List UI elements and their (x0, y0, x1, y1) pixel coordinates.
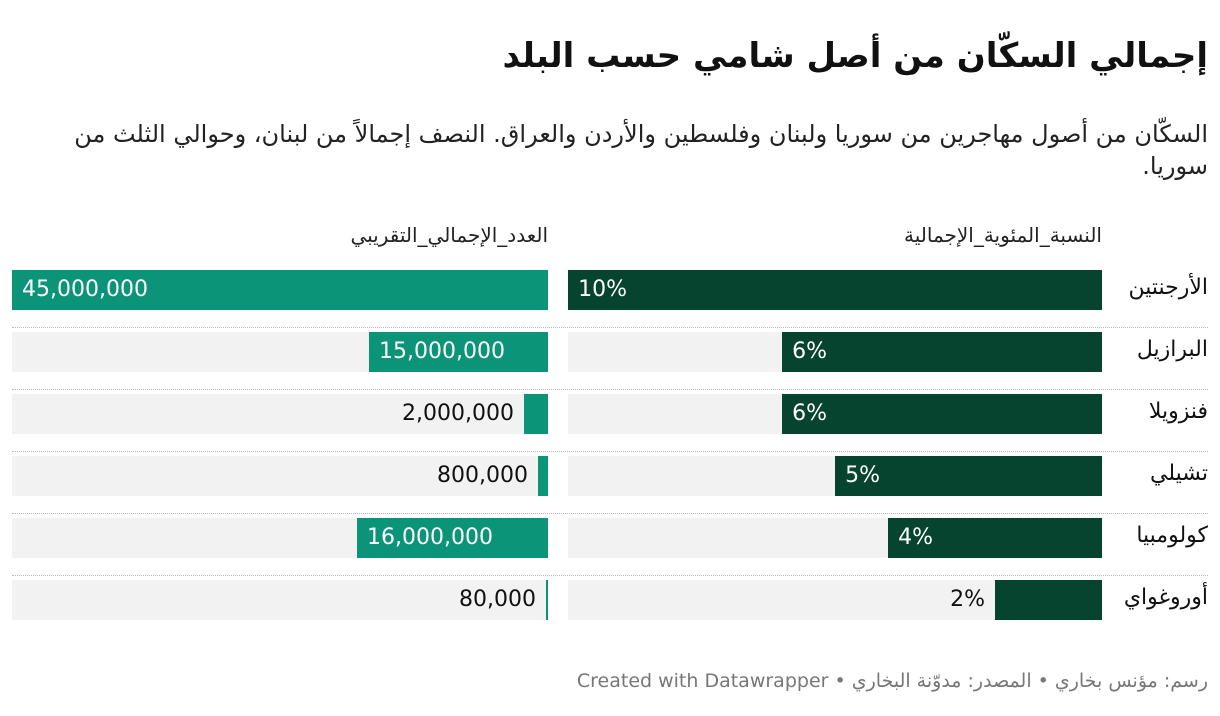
percent-bar (568, 270, 1102, 310)
percent-bar-track: 6% (568, 394, 1102, 434)
percent-value-label: 6% (792, 339, 827, 364)
count-bar (12, 270, 548, 310)
percent-bar (888, 518, 1102, 558)
percent-value-label: 4% (898, 525, 933, 550)
column-header-percent: النسبة_المئوية_الإجمالية (904, 223, 1102, 247)
table-row: تشيلي 5% 800,000 (12, 452, 1208, 514)
row-divider (12, 575, 1208, 576)
count-bar-track: 80,000 (12, 580, 548, 620)
row-divider (12, 389, 1208, 390)
country-label: أوروغواي (1123, 585, 1208, 610)
count-bar-track: 16,000,000 (12, 518, 548, 558)
country-label: البرازيل (1136, 337, 1208, 362)
count-bar (357, 518, 548, 558)
count-value-label: 2,000,000 (402, 401, 514, 426)
chart-subtitle: السكّان من أصول مهاجرين من سوريا ولبنان … (74, 120, 1208, 180)
percent-bar-track: 2% (568, 580, 1102, 620)
row-divider (12, 451, 1208, 452)
count-value-label: 80,000 (459, 587, 536, 612)
percent-value-label: 2% (950, 587, 985, 612)
country-label: تشيلي (1149, 461, 1208, 486)
count-bar-track: 15,000,000 (12, 332, 548, 372)
percent-value-label: 6% (792, 401, 827, 426)
count-bar-track: 2,000,000 (12, 394, 548, 434)
percent-bar (782, 394, 1102, 434)
percent-bar (835, 456, 1102, 496)
percent-bar (782, 332, 1102, 372)
country-label: الأرجنتين (1128, 275, 1208, 300)
chart-footer: رسم: مؤنس بخاري • المصدر: مدوّنة البخاري… (576, 670, 1208, 692)
percent-bar-track: 10% (568, 270, 1102, 310)
chart-title: إجمالي السكّان من أصل شامي حسب البلد (502, 36, 1208, 76)
count-bar (524, 394, 548, 434)
count-bar-track: 45,000,000 (12, 270, 548, 310)
table-row: البرازيل 6% 15,000,000 (12, 328, 1208, 390)
column-header-count: العدد_الإجمالي_التقريبي (350, 223, 548, 247)
percent-bar-track: 4% (568, 518, 1102, 558)
row-divider (12, 513, 1208, 514)
count-bar (369, 332, 548, 372)
country-label: كولومبيا (1136, 523, 1208, 548)
percent-bar (995, 580, 1102, 620)
table-row: أوروغواي 2% 80,000 (12, 576, 1208, 638)
percent-bar-track: 5% (568, 456, 1102, 496)
country-label: فنزويلا (1148, 399, 1208, 424)
percent-value-label: 10% (578, 277, 627, 302)
count-bar-track: 800,000 (12, 456, 548, 496)
table-row: كولومبيا 4% 16,000,000 (12, 514, 1208, 576)
count-bar (538, 456, 548, 496)
count-value-label: 800,000 (437, 463, 528, 488)
percent-bar-track: 6% (568, 332, 1102, 372)
count-bar (546, 580, 548, 620)
table-row: الأرجنتين 10% 45,000,000 (12, 266, 1208, 328)
table-row: فنزويلا 6% 2,000,000 (12, 390, 1208, 452)
row-divider (12, 327, 1208, 328)
percent-value-label: 5% (845, 463, 880, 488)
count-value-label: 15,000,000 (379, 339, 505, 364)
count-value-label: 45,000,000 (22, 277, 148, 302)
count-value-label: 16,000,000 (367, 525, 493, 550)
